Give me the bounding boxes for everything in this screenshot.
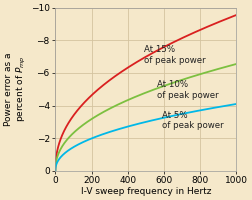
Y-axis label: Power error as a
percent of $P_{mp}$: Power error as a percent of $P_{mp}$: [4, 53, 28, 126]
Text: At 5%
of peak power: At 5% of peak power: [162, 111, 224, 130]
Text: At 15%
of peak power: At 15% of peak power: [144, 45, 206, 65]
Text: At 10%
of peak power: At 10% of peak power: [157, 80, 218, 100]
X-axis label: I-V sweep frequency in Hertz: I-V sweep frequency in Hertz: [81, 187, 211, 196]
